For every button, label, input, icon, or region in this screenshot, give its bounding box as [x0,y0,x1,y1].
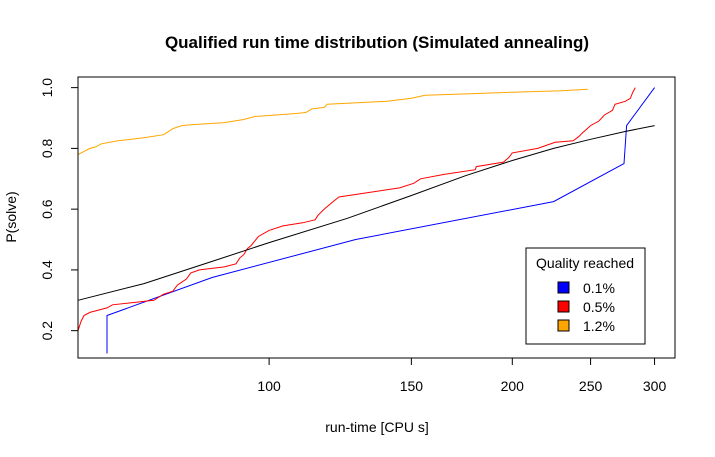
y-tick-label: 0.8 [39,138,55,158]
x-axis-label: run-time [CPU s] [325,419,428,435]
series-line-0.1pct [106,87,656,354]
y-tick-label: 0.4 [39,260,55,280]
series-line-1.2pct [77,88,588,155]
x-tick-label: 150 [400,378,424,394]
legend-label: 0.5% [583,299,615,315]
x-tick-label: 200 [501,378,525,394]
legend-title: Quality reached [536,255,634,271]
x-axis: 100 150 200 250 300 [257,357,667,394]
series-line-fitted-curve [77,125,655,301]
y-tick-label: 0.2 [39,321,55,341]
legend-box [525,247,646,345]
y-tick-label: 0.6 [39,199,55,219]
legend-swatch [557,300,570,313]
legend-swatch [557,281,570,294]
y-tick-label: 1.0 [39,78,55,98]
y-axis-label: P(solve) [3,191,19,242]
legend-swatch [557,319,570,332]
x-tick-label: 250 [579,378,603,394]
series-layer [77,87,656,354]
legend-entries: 0.1% 0.5% 1.2% [557,280,615,334]
x-tick-label: 300 [643,378,667,394]
chart-title: Qualified run time distribution (Simulat… [165,33,589,52]
legend-label: 1.2% [583,318,615,334]
series-line-0.5pct [77,87,636,331]
x-tick-label: 100 [257,378,281,394]
legend-label: 0.1% [583,280,615,296]
legend: Quality reached 0.1% 0.5% 1.2% [525,247,646,345]
y-axis: 0.2 0.4 0.6 0.8 1.0 [39,78,79,341]
